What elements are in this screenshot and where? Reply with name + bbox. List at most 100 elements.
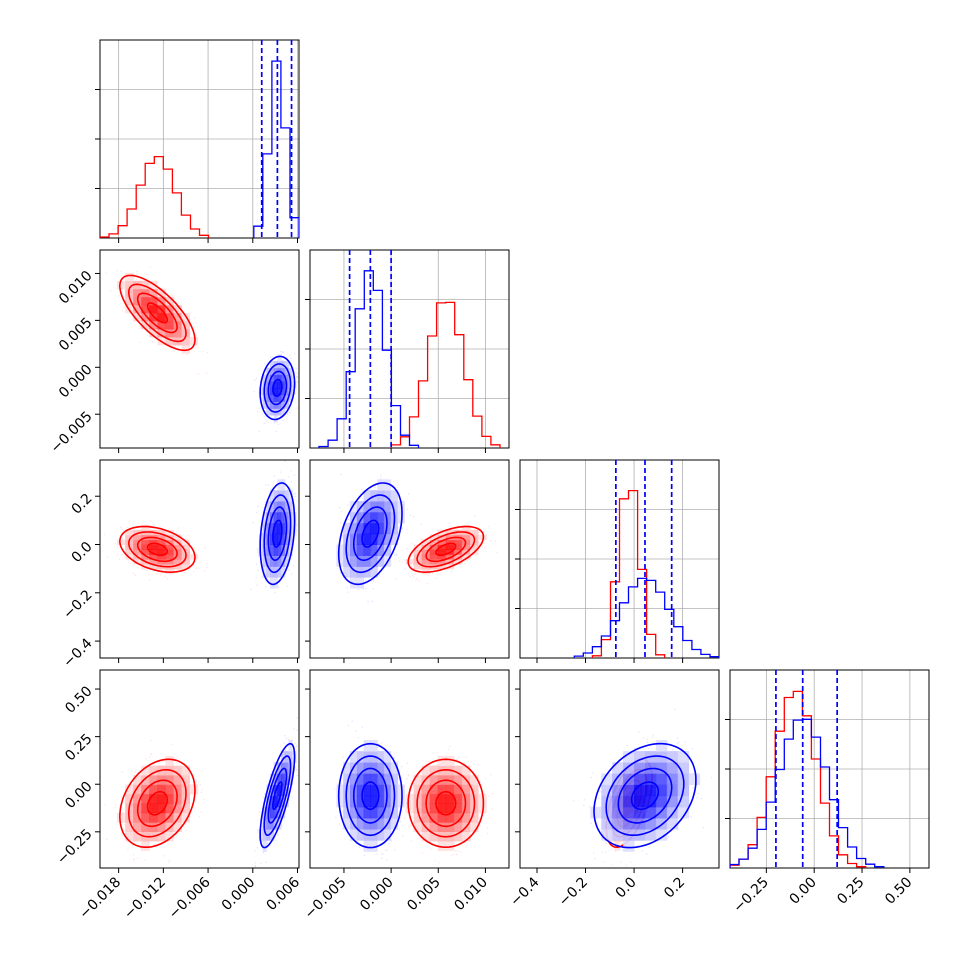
hist-line-0-0 — [100, 155, 210, 238]
panel-2-0 — [99, 459, 300, 659]
panel-3-1 — [309, 669, 510, 869]
density-cell-0-1-0 — [141, 280, 150, 290]
scatter-2-1 — [336, 473, 498, 603]
density-cell-0-2-0 — [133, 529, 142, 536]
density-cell-0-3-1 — [453, 784, 463, 795]
density-cell-1-3-0 — [262, 840, 267, 852]
density-cell-1-2-0 — [281, 533, 286, 545]
contour-1-1-3-0 — [267, 767, 288, 824]
density-cell-1-2-1 — [383, 522, 392, 535]
density-cell-1-3-2 — [623, 784, 635, 797]
density-cell-1-2-1 — [370, 544, 378, 556]
density-cell-0-3-0 — [165, 831, 174, 842]
density-cell-0-2-0 — [125, 534, 134, 541]
y-tick-label-1-1: 0.000 — [56, 362, 96, 402]
density-cell-0-2-0 — [173, 554, 182, 560]
density-cell-0-3-0 — [157, 793, 166, 804]
density-cell-1-3-0 — [266, 795, 271, 808]
density-cell-1-3-0 — [270, 806, 275, 819]
density-cell-1-3-2 — [645, 795, 657, 808]
density-cell-1-3-1 — [343, 762, 351, 774]
density-cell-0-2-0 — [141, 544, 150, 550]
density-cell-1-1-0 — [277, 354, 282, 362]
y-tick-label-1-0: −0.005 — [48, 409, 96, 457]
density-cell-0-3-0 — [141, 822, 150, 832]
density-cell-0-3-0 — [149, 812, 158, 823]
contour-1-1-1-0 — [267, 370, 288, 406]
density-cell-1-2-1 — [370, 555, 378, 567]
density-cell-0-3-0 — [141, 765, 150, 776]
density-cell-1-2-0 — [281, 566, 286, 578]
density-cell-1-3-1 — [383, 773, 392, 785]
density-cell-0-3-0 — [165, 803, 174, 814]
density-cell-0-3-0 — [141, 775, 150, 785]
density-cell-1-3-1 — [343, 773, 351, 785]
density-cell-1-3-0 — [277, 762, 282, 774]
density-cell-1-3-2 — [623, 806, 635, 819]
density-cell-0-3-0 — [165, 784, 174, 795]
density-cell-0-2-0 — [165, 554, 174, 560]
density-cell-1-2-1 — [350, 522, 358, 535]
density-cell-1-2-1 — [377, 490, 385, 502]
density-cell-1-1-0 — [284, 401, 289, 409]
density-cell-1-2-1 — [377, 511, 385, 524]
density-cell-0-3-1 — [453, 765, 463, 776]
density-cell-1-2-1 — [377, 533, 385, 545]
hist-line-0-2 — [591, 489, 666, 658]
density-cell-0-1-0 — [181, 345, 190, 354]
density-cell-0-2-0 — [141, 554, 150, 560]
density-cell-0-2-1 — [421, 559, 431, 565]
density-cell-1-2-0 — [284, 511, 289, 524]
density-cell-0-2-1 — [453, 544, 463, 550]
density-cell-0-1-0 — [149, 304, 158, 314]
density-cell-0-3-1 — [429, 793, 439, 804]
frame-3-1 — [309, 669, 510, 869]
density-cell-0-2-0 — [173, 544, 182, 550]
contour-1-2-3-2 — [605, 755, 685, 836]
contour-1-1-3-1 — [353, 767, 388, 824]
density-cell-0-3-1 — [429, 831, 439, 842]
density-cell-1-1-0 — [277, 408, 282, 416]
density-cell-1-2-1 — [350, 501, 358, 513]
x-tick-label-0-0: −0.018 — [76, 874, 124, 922]
density-cell-0-2-1 — [437, 534, 447, 541]
density-cell-1-3-2 — [601, 784, 613, 797]
density-cell-1-3-0 — [277, 806, 282, 819]
density-cell-0-1-0 — [157, 296, 166, 306]
contour-1-2-3-0 — [263, 755, 292, 836]
density-cell-1-3-0 — [270, 773, 275, 785]
density-cell-0-2-0 — [181, 559, 190, 565]
density-cell-1-3-1 — [377, 773, 385, 785]
density-cell-0-3-0 — [149, 822, 158, 832]
density-cell-1-2-0 — [273, 501, 278, 513]
density-cell-1-3-1 — [363, 817, 371, 830]
density-cell-1-2-0 — [273, 533, 278, 545]
density-cell-1-3-0 — [281, 773, 286, 785]
density-cell-0-2-0 — [189, 554, 199, 560]
density-cell-1-2-0 — [270, 555, 275, 567]
density-cell-1-2-1 — [370, 522, 378, 535]
density-cell-0-1-0 — [189, 336, 199, 346]
density-cell-1-2-1 — [377, 522, 385, 535]
density-cell-1-3-1 — [350, 773, 358, 785]
contour-0-0-2-1 — [435, 542, 457, 557]
density-cell-0-2-0 — [157, 539, 166, 545]
density-cell-0-1-0 — [117, 280, 126, 290]
density-cell-0-2-0 — [141, 539, 150, 545]
density-cell-1-3-2 — [666, 817, 679, 830]
density-cell-1-2-1 — [370, 566, 378, 578]
density-cell-1-3-1 — [383, 806, 392, 819]
density-cell-1-2-0 — [284, 490, 289, 502]
contour-0-0-2-0 — [146, 542, 168, 557]
scatter-3-1 — [333, 720, 494, 864]
contour-0-3-1-0 — [118, 274, 196, 352]
density-cell-1-3-2 — [634, 795, 646, 808]
density-cell-1-2-0 — [273, 555, 278, 567]
density-cell-1-3-1 — [390, 817, 398, 830]
density-cell-0-1-0 — [149, 320, 158, 330]
scatter-3-0 — [104, 717, 299, 868]
density-cell-0-2-0 — [141, 549, 150, 555]
density-cell-1-2-0 — [270, 533, 275, 545]
density-cell-0-3-0 — [125, 784, 134, 795]
density-cell-1-3-2 — [655, 784, 668, 797]
